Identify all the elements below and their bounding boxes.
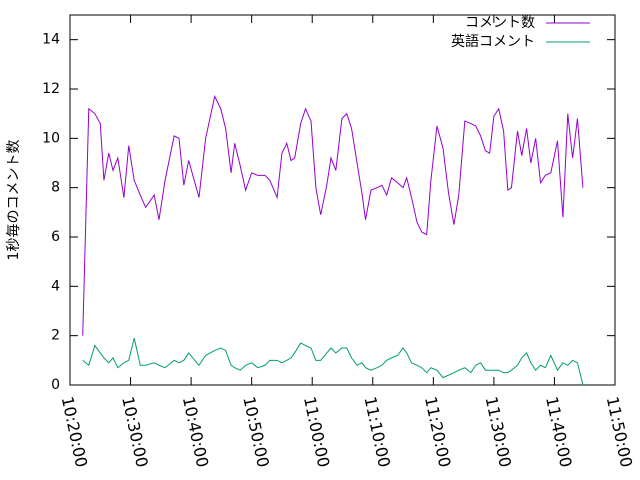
- series-line: [82, 94, 584, 336]
- x-tick-label: 11:10:00: [360, 395, 394, 469]
- y-tick-label: 14: [42, 32, 60, 48]
- y-tick-label: 6: [51, 229, 60, 245]
- y-tick-label: 2: [51, 328, 60, 344]
- x-tick-label: 10:30:00: [118, 395, 152, 469]
- x-tick-label: 11:50:00: [603, 395, 637, 469]
- y-tick-label: 8: [51, 180, 60, 196]
- y-tick-label: 12: [42, 81, 60, 97]
- y-tick-label: 4: [51, 278, 60, 294]
- y-tick-label: 0: [51, 377, 60, 393]
- x-tick-label: 10:40:00: [179, 395, 213, 469]
- x-tick-label: 11:00:00: [300, 395, 334, 469]
- x-tick-label: 11:40:00: [542, 395, 576, 469]
- series-line: [82, 338, 584, 386]
- x-tick-label: 11:20:00: [421, 395, 455, 469]
- plot-border: [69, 14, 616, 386]
- x-tick-label: 11:30:00: [482, 395, 516, 469]
- x-tick-label: 10:50:00: [239, 395, 273, 469]
- legend-label: 英語コメント: [451, 33, 535, 50]
- y-tick-label: 10: [42, 130, 60, 146]
- legend-label: コメント数: [465, 15, 535, 31]
- x-tick-label: 10:20:00: [58, 395, 92, 469]
- y-axis-label: 1秒毎のコメント数: [6, 140, 22, 261]
